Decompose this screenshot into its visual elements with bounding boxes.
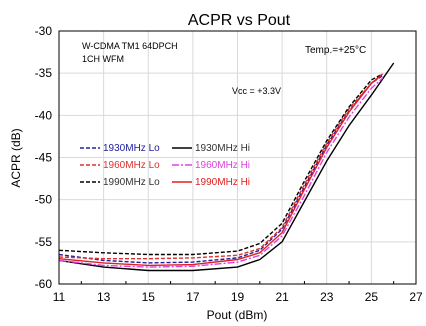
chart-title: ACPR vs Pout (188, 12, 291, 29)
y-tick-label: -45 (35, 151, 53, 165)
x-tick-label: 17 (186, 290, 200, 304)
x-tick-label: 13 (97, 290, 111, 304)
series-line-1930mhz-hi (58, 62, 395, 272)
y-tick-label: -35 (35, 66, 53, 80)
legend-label: 1990MHz Lo (103, 177, 160, 188)
x-tick-label: 27 (409, 290, 423, 304)
y-tick-label: -55 (35, 235, 53, 249)
y-tick-label: -40 (35, 108, 53, 122)
y-tick-label: -50 (35, 193, 53, 207)
x-tick-label: 25 (365, 290, 379, 304)
legend: 1930MHz Lo 1960MHz Lo 1990MHz Lo 1930MHz Hi… (80, 143, 250, 188)
annotation-vcc: Vcc = +3.3V (232, 86, 281, 96)
plot-frame (58, 30, 417, 285)
series-line-1960mhz-hi (58, 77, 383, 268)
legend-label: 1960MHz Lo (103, 160, 160, 171)
annotation-signal: W-CDMA TM1 64DPCH (82, 41, 178, 51)
legend-label: 1930MHz Lo (103, 143, 160, 154)
x-tick-label: 11 (53, 290, 66, 304)
series-line-1990mhz-hi (58, 73, 383, 267)
x-tick-label: 21 (275, 290, 289, 304)
x-tick-label: 23 (320, 290, 334, 304)
legend-label: 1990MHz Hi (195, 177, 250, 188)
y-axis-label: ACPR (dB) (9, 128, 23, 187)
series-line-1960mhz-lo (58, 77, 379, 260)
annotation-temperature: Temp.=+25°C (305, 45, 366, 56)
x-tick-label: 19 (231, 290, 245, 304)
y-tick-label: -60 (35, 277, 53, 291)
x-axis-label: Pout (dBm) (207, 308, 268, 322)
x-tick-label: 15 (142, 290, 156, 304)
legend-label: 1930MHz Hi (195, 143, 250, 154)
y-tick-label: -30 (35, 24, 53, 38)
annotation-waveform: 1CH WFM (82, 54, 124, 64)
series-line-1990mhz-lo (58, 73, 383, 256)
legend-label: 1960MHz Hi (195, 160, 250, 171)
